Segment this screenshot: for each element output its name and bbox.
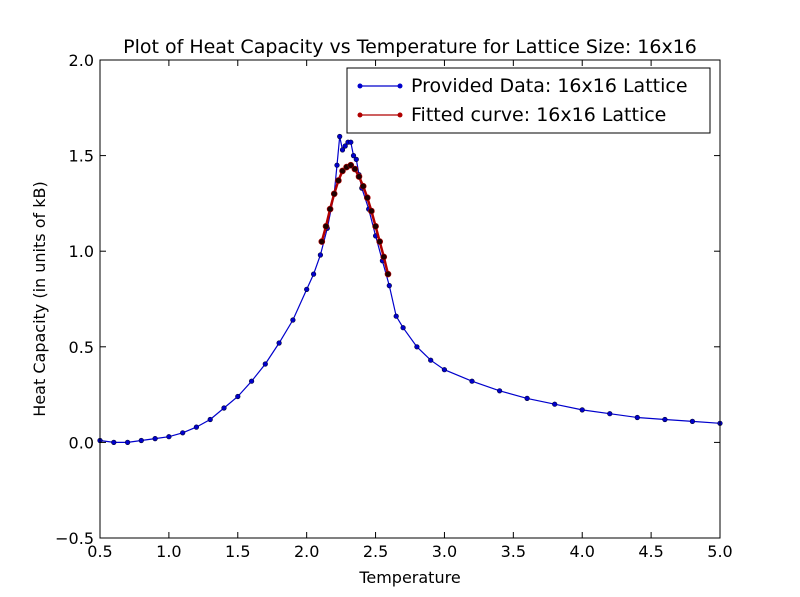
- provided-data-point: [193, 424, 199, 430]
- legend-marker-fitted-end: [397, 112, 403, 118]
- x-tick-label: 0.5: [87, 542, 112, 561]
- fitted-curve-point: [322, 223, 330, 230]
- provided-data-point: [579, 407, 585, 413]
- provided-data-point: [689, 418, 696, 425]
- fitted-curve-point: [339, 167, 346, 175]
- fitted-curve-point: [318, 238, 326, 245]
- provided-data-point: [235, 393, 241, 400]
- series-layer: [97, 133, 723, 446]
- x-tick-label: 1.5: [225, 542, 250, 561]
- x-tick-label: 4.0: [569, 542, 594, 561]
- fitted-curve-point: [359, 182, 367, 190]
- x-tick-label: 3.5: [501, 542, 526, 561]
- fitted-curve-point: [380, 253, 388, 261]
- provided-data-point: [348, 139, 354, 145]
- provided-data-point: [124, 439, 131, 446]
- x-tick-label: 3.0: [432, 542, 457, 561]
- fitted-curve-point: [347, 161, 355, 169]
- y-tick-label: 0.0: [69, 433, 94, 452]
- x-axis-label: Temperature: [358, 568, 460, 587]
- provided-data-point: [207, 416, 213, 423]
- provided-data-point: [342, 143, 348, 149]
- provided-data-point: [337, 133, 343, 140]
- plot-area: [100, 60, 720, 538]
- provided-data-point: [249, 378, 255, 384]
- provided-data-point: [276, 340, 282, 346]
- y-tick-label: 1.5: [69, 147, 94, 166]
- fitted-curve-point: [330, 190, 338, 198]
- provided-data-point: [353, 156, 359, 162]
- fitted-curve-point: [326, 205, 334, 213]
- chart-title: Plot of Heat Capacity vs Temperature for…: [123, 36, 697, 58]
- legend-marker-provided-end: [397, 83, 403, 89]
- provided-data-point: [386, 283, 392, 289]
- y-tick-label: 1.0: [69, 242, 94, 261]
- legend-box: [346, 67, 711, 134]
- provided-data-point: [414, 344, 420, 350]
- fitted-curve-point: [372, 223, 379, 230]
- y-tick-label: 2.0: [69, 51, 94, 70]
- plot-frame: [99, 59, 721, 539]
- provided-data-point: [304, 286, 310, 293]
- provided-data-point: [138, 437, 144, 444]
- provided-data-point: [311, 271, 317, 277]
- provided-data-point: [607, 411, 613, 417]
- ticks-layer: 0.5 1.0 1.5 2.0 2.5 3.0 3.5 4.0 4.5 5.0 −0.5 0.0 0.5…: [55, 51, 733, 561]
- series-provided-data: [97, 133, 723, 446]
- legend-marker-fitted: [357, 112, 363, 118]
- x-tick-label: 1.0: [156, 542, 181, 561]
- x-tick-label: 2.0: [294, 542, 319, 561]
- provided-data-point: [180, 430, 186, 436]
- provided-data-point: [634, 414, 640, 421]
- y-tick-label: 0.5: [69, 338, 94, 357]
- x-tick-label: 2.5: [363, 542, 388, 561]
- fitted-curve-point: [355, 173, 363, 180]
- fitted-curve-point: [363, 194, 371, 201]
- provided-data-point: [221, 405, 227, 411]
- provided-data-point: [393, 313, 399, 319]
- fitted-curve-point: [335, 177, 342, 184]
- provided-data-point: [524, 395, 530, 402]
- provided-data-point: [111, 439, 117, 446]
- provided-data-point: [400, 325, 406, 331]
- legend-marker-provided: [357, 83, 363, 89]
- provided-data-point: [441, 367, 448, 373]
- fitted-curve-point: [368, 207, 375, 215]
- legend: Provided Data: 16x16 Lattice Fitted curv…: [346, 67, 711, 134]
- legend-label-provided: Provided Data: 16x16 Lattice: [411, 75, 688, 97]
- series-fitted-curve: [318, 161, 392, 278]
- provided-data-point: [334, 162, 340, 168]
- provided-data-point: [339, 147, 346, 153]
- y-tick-label: −0.5: [55, 529, 94, 548]
- fitted-curve-point: [384, 270, 392, 278]
- fitted-curve-point: [351, 165, 359, 173]
- provided-data-point: [428, 357, 434, 363]
- fitted-curve-point: [376, 238, 384, 245]
- provided-data-point: [469, 378, 475, 384]
- y-axis-label: Heat Capacity (in units of kB): [30, 181, 49, 416]
- provided-data-point: [662, 416, 668, 423]
- provided-data-point: [350, 153, 357, 159]
- legend-label-fitted: Fitted curve: 16x16 Lattice: [411, 104, 666, 126]
- provided-data-point: [317, 252, 324, 258]
- x-tick-label: 4.5: [638, 542, 663, 561]
- provided-data-point: [152, 436, 158, 442]
- provided-data-point: [552, 401, 558, 407]
- provided-data-point: [290, 317, 296, 323]
- provided-data-point: [497, 388, 503, 394]
- x-tick-label: 5.0: [707, 542, 732, 561]
- provided-data-point: [166, 434, 172, 440]
- provided-data-point: [262, 361, 268, 367]
